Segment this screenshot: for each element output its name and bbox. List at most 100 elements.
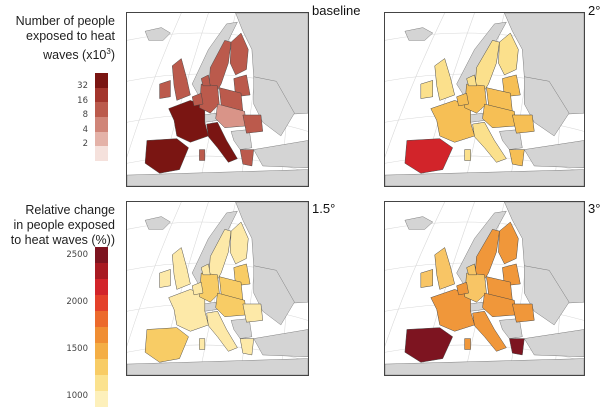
legend-swatch [95,359,108,375]
region-uk [172,58,191,101]
region-germany [199,272,220,303]
region-ireland [420,80,434,99]
region-switzerland [203,112,218,123]
region-iceland [404,27,434,41]
legend-swatch [95,375,108,391]
panel-title-2deg: 2° [588,3,601,18]
region-italy [206,122,238,163]
region-turkey [253,140,308,169]
region-turkey [523,140,584,169]
region-centralEU [215,292,247,317]
legend-swatch [95,146,108,161]
region-switzerland [469,301,485,312]
legend-tick-label: 8 [82,110,88,120]
legend-title-line: Number of people [15,14,115,28]
graticule-line [127,202,182,347]
graticule-line [385,202,445,347]
region-eastNonEU [253,76,295,137]
legend-swatch [95,73,108,88]
legend-swatch [95,102,108,117]
region-sardinia [464,149,471,161]
region-turkey [253,329,308,358]
panel-title-3deg: 3° [588,201,601,216]
legend-swatch [95,247,108,263]
region-turkey [523,329,584,358]
europe-map [385,202,584,375]
legend-swatch [95,391,108,407]
legend-swatch [95,295,108,311]
region-denmark [200,263,211,276]
region-baltics [233,74,251,98]
legend-swatch [95,87,108,103]
exposure-legend-title: Number of people exposed to heat waves (… [0,14,115,63]
region-africa [127,169,308,186]
legend-title-text: ) [110,48,115,63]
region-denmark [200,74,211,87]
region-eastNonEU [524,76,570,137]
region-romania [512,114,535,134]
region-greece [239,149,254,167]
region-baltics [502,74,521,98]
legend-tick-label: 2500 [66,250,88,260]
legend-swatch [95,131,108,147]
europe-map [127,202,308,375]
map-panel-2deg [384,12,585,187]
region-sardinia [199,338,206,350]
legend-swatch [95,279,108,295]
legend-title-line: to heat waves (%)) [10,233,115,247]
region-baltics [502,263,521,287]
region-denmark [466,74,477,87]
legend-title-line: in people exposed [13,218,115,232]
region-africa [385,358,584,375]
legend-tick-label: 2000 [66,297,88,307]
region-eastNonEU [524,265,570,326]
region-finland [498,221,519,265]
region-iceland [144,216,171,230]
europe-map [127,13,308,186]
region-switzerland [469,112,485,123]
legend-tick-label: 32 [77,81,88,91]
region-italy [206,311,238,352]
region-romania [242,114,263,134]
relative-change-legend-title: Relative change in people exposed to hea… [0,203,115,248]
region-iberia [144,138,189,174]
legend-title-text: waves (x10 [43,48,107,63]
region-benelux [456,281,469,296]
legend-tick-label: 4 [82,124,88,135]
region-iceland [404,216,434,230]
region-africa [127,358,308,375]
region-iberia [144,327,189,363]
legend-title-sup: 3 [106,47,111,56]
region-benelux [456,92,469,107]
region-iberia [404,327,453,363]
legend-tick-label: 1000 [66,391,88,401]
exposure-color-scale [95,73,108,161]
region-ireland [159,80,171,99]
region-romania [512,303,535,323]
relative-change-color-scale [95,247,108,407]
region-finland [229,221,249,265]
region-switzerland [203,301,218,312]
region-germany [464,83,487,114]
region-italy [472,311,507,352]
region-germany [464,272,487,303]
region-uk [434,58,455,101]
legend-swatch [95,311,108,327]
legend-swatch [95,263,108,279]
panel-title-1-5deg: 1.5° [312,201,336,216]
region-africa [385,169,584,186]
region-benelux [191,281,204,296]
region-benelux [191,92,204,107]
legend-tick-label: 2 [82,139,88,149]
region-iceland [144,27,171,41]
panel-title-baseline: baseline [312,3,361,18]
region-baltics [233,263,251,287]
region-greece [509,338,525,356]
region-centralEU [482,292,517,317]
legend-swatch [95,327,108,343]
legend-tick-label: 1500 [66,344,88,354]
legend-tick-label: 16 [77,95,88,106]
region-centralEU [482,103,517,128]
region-romania [242,303,263,323]
europe-map [385,13,584,186]
